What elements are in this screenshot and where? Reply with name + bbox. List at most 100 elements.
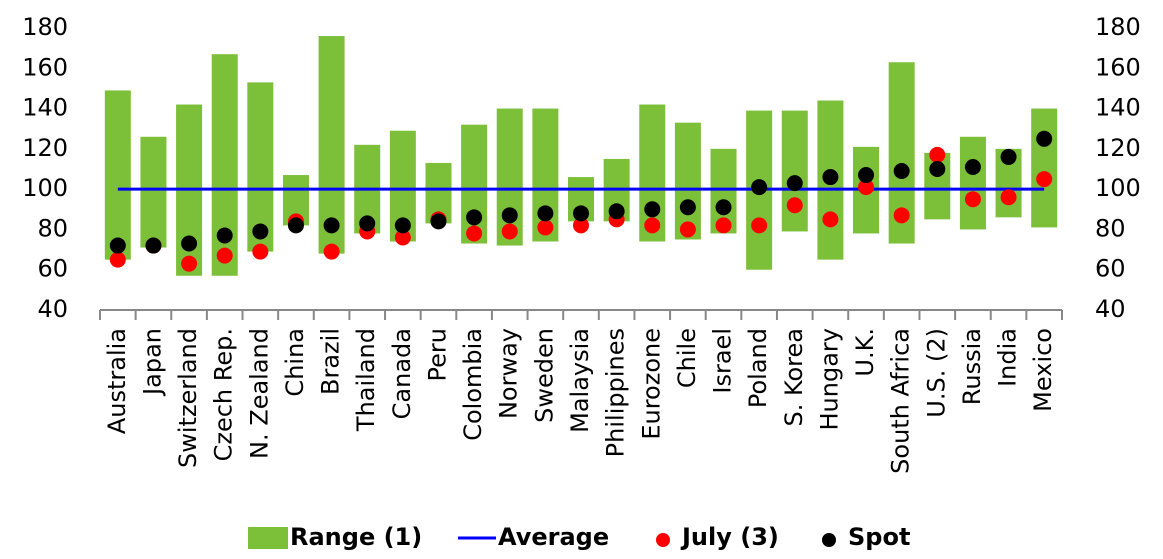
y-tick-label: 140 xyxy=(22,94,68,122)
x-tick-label: China xyxy=(281,328,309,397)
dot xyxy=(252,223,269,240)
dot xyxy=(822,211,839,228)
legend-swatch xyxy=(656,533,670,547)
dot xyxy=(466,209,483,226)
dot xyxy=(858,167,875,184)
dot xyxy=(822,169,839,186)
dot xyxy=(786,197,803,214)
dot xyxy=(679,199,696,216)
dot xyxy=(573,205,589,222)
dot xyxy=(786,175,803,192)
x-tick-label: Russia xyxy=(958,328,986,405)
dot xyxy=(216,227,233,244)
x-tick-label: Peru xyxy=(423,328,451,381)
dot xyxy=(679,221,696,238)
dot xyxy=(751,179,768,196)
dot xyxy=(501,207,518,224)
range-bar xyxy=(959,136,986,230)
legend-label: Spot xyxy=(848,523,910,551)
y-tick-label: 160 xyxy=(22,53,68,81)
x-tick-label: Sweden xyxy=(530,328,558,423)
x-tick-label: Switzerland xyxy=(174,328,202,468)
x-tick-label: Canada xyxy=(388,328,416,419)
dot xyxy=(608,203,625,220)
dot xyxy=(466,225,483,242)
y2-tick-label: 160 xyxy=(1095,53,1141,81)
dot xyxy=(715,217,732,234)
x-tick-label: Malaysia xyxy=(566,328,594,433)
x-tick-label: Hungary xyxy=(815,328,843,430)
legend-swatch xyxy=(822,533,836,547)
dot xyxy=(216,247,233,264)
dot xyxy=(964,158,981,175)
legend-label: July (3) xyxy=(680,523,779,551)
x-tick-label: Japan xyxy=(138,328,166,397)
dot xyxy=(501,223,518,240)
x-tick-label: Colombia xyxy=(459,328,487,441)
y-tick-label: 180 xyxy=(22,13,68,41)
range-bar xyxy=(140,136,167,248)
dot xyxy=(323,217,340,234)
y-tick-label: 40 xyxy=(37,295,68,323)
dot xyxy=(287,217,304,234)
x-tick-label: Israel xyxy=(709,328,737,394)
y2-tick-label: 60 xyxy=(1095,255,1126,283)
y2-tick-label: 40 xyxy=(1095,295,1126,323)
x-tick-label: South Africa xyxy=(887,328,915,474)
y-tick-label: 100 xyxy=(22,174,68,202)
dot xyxy=(573,217,589,234)
x-tick-label: India xyxy=(994,328,1022,387)
dot xyxy=(715,199,732,216)
dot xyxy=(1000,148,1017,165)
dot xyxy=(394,229,411,246)
x-tick-label: Australia xyxy=(103,328,131,434)
dot xyxy=(751,217,768,234)
range-bar xyxy=(104,90,131,260)
range-bar xyxy=(318,36,345,254)
dot xyxy=(929,161,946,177)
dot xyxy=(1000,189,1017,206)
x-tick-label: U.S. (2) xyxy=(922,328,950,418)
x-tick-label: Poland xyxy=(744,328,772,408)
x-tick-label: Brazil xyxy=(317,328,345,395)
dot xyxy=(430,213,447,230)
dot xyxy=(181,255,198,272)
dot xyxy=(394,217,411,234)
dot xyxy=(893,163,910,180)
dot xyxy=(644,217,661,234)
dot xyxy=(644,201,661,218)
dot xyxy=(1036,171,1053,188)
x-tick-label: U.K. xyxy=(851,328,879,377)
x-tick-label: Philippines xyxy=(602,328,630,457)
y2-tick-label: 140 xyxy=(1095,94,1141,122)
y2-tick-label: 120 xyxy=(1095,134,1141,162)
x-tick-label: Chile xyxy=(673,328,701,388)
dot xyxy=(537,219,554,236)
y2-tick-label: 180 xyxy=(1095,13,1141,41)
dot xyxy=(181,235,198,252)
x-tick-label: Thailand xyxy=(352,328,380,432)
y-tick-label: 60 xyxy=(37,255,68,283)
dot xyxy=(145,237,162,254)
y-tick-label: 80 xyxy=(37,214,68,242)
y2-tick-label: 80 xyxy=(1095,214,1126,242)
y2-tick-label: 100 xyxy=(1095,174,1141,202)
x-tick-label: Eurozone xyxy=(637,328,665,440)
legend-swatch xyxy=(248,527,288,549)
x-tick-label: Norway xyxy=(495,328,523,419)
dot xyxy=(109,237,126,254)
range-bar xyxy=(781,110,808,232)
legend-label: Average xyxy=(498,523,609,551)
dot xyxy=(1036,130,1053,147)
dot xyxy=(858,179,875,196)
dot xyxy=(893,207,910,224)
dot xyxy=(252,243,269,260)
range-bar xyxy=(247,82,274,252)
dot xyxy=(929,146,946,163)
x-tick-label: N. Zealand xyxy=(245,328,273,459)
x-tick-label: Czech Rep. xyxy=(210,328,238,461)
dot xyxy=(109,251,126,268)
dot xyxy=(964,191,981,208)
dot xyxy=(359,215,376,232)
